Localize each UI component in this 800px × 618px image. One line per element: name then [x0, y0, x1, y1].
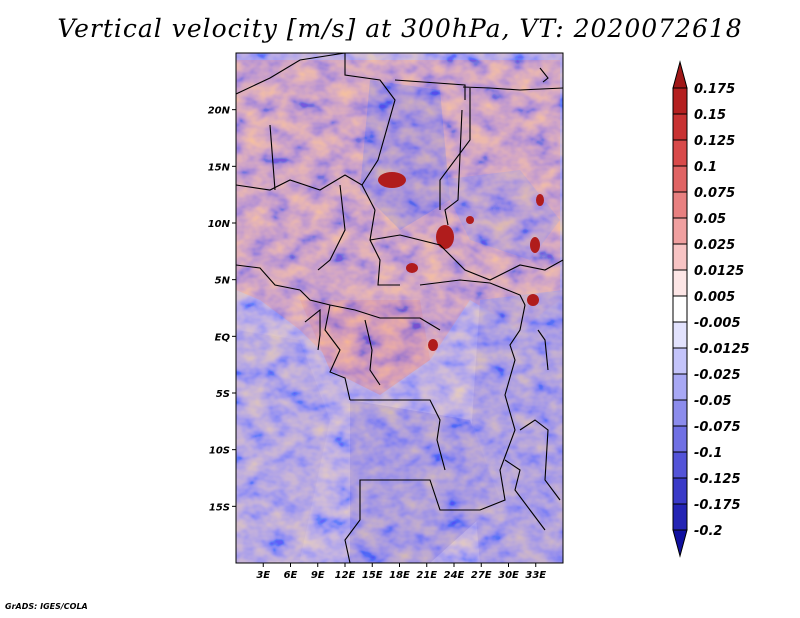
lon-label: 12E [335, 570, 356, 581]
colorbar-label: 0.125 [694, 134, 735, 149]
colorbar-bin [672, 60, 688, 89]
colorbar-label: -0.005 [694, 316, 741, 331]
lat-label: 20N [208, 106, 231, 117]
colorbar-label: -0.075 [694, 420, 741, 435]
colorbar-bin [672, 425, 688, 453]
colorbar-label: 0.05 [694, 212, 726, 227]
colorbar-bin [672, 113, 688, 141]
colorbar-bin [672, 503, 688, 531]
lat-label: 5S [216, 389, 230, 400]
lon-label: 6E [284, 570, 298, 581]
lat-label: EQ [215, 332, 231, 343]
lon-label: 15E [362, 570, 383, 581]
longitude-axis: 3E 6E 9E 12E 15E 18E 21E 24E 27E 30E 33E [256, 563, 546, 581]
colorbar-bin [672, 529, 688, 558]
lat-label: 15N [208, 162, 231, 173]
lon-label: 27E [471, 570, 492, 581]
colorbar-label: 0.1 [694, 160, 717, 175]
colorbar-bin [672, 451, 688, 479]
colorbar-bin [672, 191, 688, 219]
colorbar-label: -0.1 [694, 446, 722, 461]
colorbar-label: 0.175 [694, 82, 735, 97]
strong-updraft-cores [378, 172, 544, 351]
colorbar-label: -0.05 [694, 394, 731, 409]
colorbar-label: -0.0125 [694, 342, 750, 357]
colorbar-bin [672, 321, 688, 349]
lat-label: 15S [209, 502, 230, 513]
grads-credit: GrADS: IGES/COLA [5, 602, 88, 611]
lon-label: 30E [498, 570, 519, 581]
colorbar: 0.175 0.15 0.125 0.1 0.075 0.05 0.025 0.0125 0.0… [672, 60, 750, 558]
lon-label: 33E [525, 570, 546, 581]
colorbar-bin [672, 477, 688, 505]
lat-label: 10N [208, 219, 231, 230]
lon-label: 21E [416, 570, 437, 581]
colorbar-label: 0.075 [694, 186, 735, 201]
colorbar-bin [672, 243, 688, 271]
colorbar-label: -0.175 [694, 498, 741, 513]
country-borders [236, 53, 563, 563]
colorbar-bin [672, 87, 688, 115]
colorbar-label: -0.125 [694, 472, 741, 487]
colorbar-bin [672, 373, 688, 401]
latitude-axis: 20N 15N 10N 5N EQ 5S 10S 15S [208, 106, 236, 513]
colorbar-bin [672, 139, 688, 167]
colorbar-bin [672, 295, 688, 323]
lon-label: 9E [311, 570, 325, 581]
colorbar-label: 0.15 [694, 108, 726, 123]
colorbar-label: -0.2 [694, 524, 722, 539]
colorbar-label: 0.025 [694, 238, 735, 253]
colorbar-bin [672, 399, 688, 427]
lat-label: 10S [209, 446, 230, 457]
colorbar-bin [672, 165, 688, 193]
lon-label: 24E [444, 570, 465, 581]
colorbar-label: -0.025 [694, 368, 741, 383]
map-title: Vertical velocity [m/s] at 300hPa, VT: 2… [57, 14, 743, 43]
lon-label: 18E [389, 570, 410, 581]
colorbar-bin [672, 217, 688, 245]
velocity-field [236, 53, 563, 563]
colorbar-bin [672, 347, 688, 375]
lat-label: 5N [215, 276, 231, 287]
lon-label: 3E [256, 570, 270, 581]
colorbar-label: 0.0125 [694, 264, 744, 279]
colorbar-label: 0.005 [694, 290, 735, 305]
colorbar-bin [672, 269, 688, 297]
